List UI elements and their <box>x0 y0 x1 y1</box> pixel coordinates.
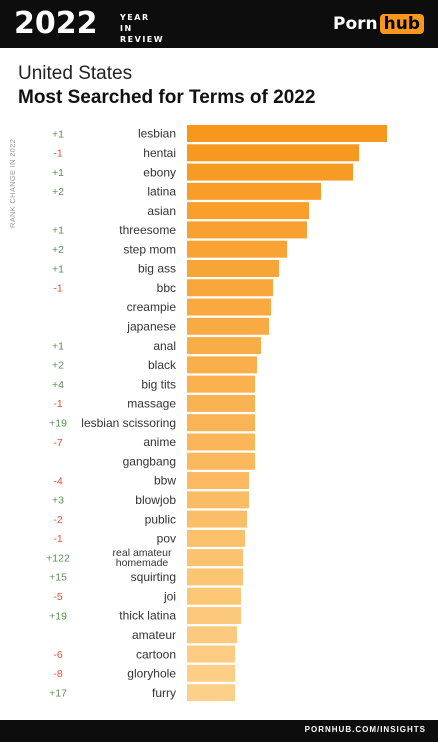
bar-amateur <box>187 626 237 644</box>
bar-hentai <box>187 144 359 162</box>
category-label: gangbang <box>123 454 176 468</box>
rank-change-label: +2 <box>52 360 64 372</box>
category-label: squirting <box>131 570 176 584</box>
rank-change-label: +19 <box>49 418 67 430</box>
bar-anal <box>187 337 261 355</box>
category-label: hentai <box>143 146 176 160</box>
rank-change-label: -8 <box>53 668 62 680</box>
category-label: threesome <box>119 223 176 237</box>
bar-japanese <box>187 317 269 335</box>
category-label: joi <box>163 589 176 603</box>
footer-url: PORNHUB.COM/INSIGHTS <box>304 725 426 734</box>
category-label: furry <box>152 686 176 700</box>
logo-text: Porn <box>333 14 378 34</box>
brand-logo: Porn hub <box>333 12 424 36</box>
bar-real-amateur-homemade <box>187 549 243 567</box>
category-label: bbw <box>154 474 176 488</box>
bar-lesbian <box>187 125 387 142</box>
category-label: amateur <box>132 628 176 642</box>
bar-gangbang <box>187 452 255 470</box>
category-label: japanese <box>126 320 176 334</box>
rank-change-label: +1 <box>52 225 64 237</box>
category-label: blowjob <box>135 493 176 507</box>
bar-big-tits <box>187 375 255 393</box>
category-label: anal <box>153 339 176 353</box>
bar-step-mom <box>187 240 287 258</box>
rank-change-label: -1 <box>53 283 62 295</box>
bar-blowjob <box>187 491 249 509</box>
bar-black <box>187 356 257 374</box>
category-label: gloryhole <box>127 667 176 681</box>
bar-latina <box>187 182 321 200</box>
category-label: big tits <box>141 377 176 391</box>
bar-thick-latina <box>187 607 241 624</box>
bar-anime <box>187 433 255 451</box>
category-label: public <box>145 512 176 526</box>
category-label: latina <box>147 185 176 199</box>
chart-subtitle: United States <box>18 63 133 84</box>
bar-public <box>187 510 247 528</box>
rank-change-label: +2 <box>52 186 64 198</box>
rank-change-label: -1 <box>53 398 62 410</box>
category-label: lesbian <box>138 127 176 141</box>
bar-pov <box>187 529 245 547</box>
rank-change-label: +122 <box>46 552 70 564</box>
year-label: 2022 <box>14 6 98 41</box>
rank-change-label: -7 <box>53 437 62 449</box>
rank-change-label: +19 <box>49 610 67 622</box>
bar-creampie <box>187 298 271 316</box>
bar-massage <box>187 394 255 412</box>
bar-bbw <box>187 472 249 490</box>
bar-gloryhole <box>187 664 235 682</box>
bar-asian <box>187 202 309 220</box>
category-label: lesbian scissoring <box>81 416 176 430</box>
rank-change-label: +4 <box>52 379 64 391</box>
rank-change-label: +1 <box>52 263 64 275</box>
bar-lesbian-scissoring <box>187 414 255 432</box>
rank-change-label: +2 <box>52 244 64 256</box>
category-label: massage <box>127 397 176 411</box>
rank-change-label: -2 <box>53 514 62 526</box>
rank-change-label: +1 <box>52 340 64 352</box>
rank-change-label: +15 <box>49 572 67 584</box>
bar-joi <box>187 587 241 605</box>
rank-change-label: -1 <box>53 533 62 545</box>
category-label: ebony <box>143 165 176 179</box>
category-label: step mom <box>123 242 176 256</box>
rank-change-label: -6 <box>53 649 62 661</box>
rank-change-label: -5 <box>53 591 62 603</box>
bar-threesome <box>187 221 307 239</box>
logo-badge: hub <box>379 14 424 34</box>
bar-big-ass <box>187 259 279 277</box>
bar-furry <box>187 684 235 702</box>
rank-change-label: +1 <box>52 128 64 140</box>
category-label: black <box>148 358 177 372</box>
bar-cartoon <box>187 645 235 663</box>
category-label: asian <box>147 204 176 218</box>
rank-change-label: +1 <box>52 167 64 179</box>
category-label: creampie <box>127 300 177 314</box>
year-in-review-label: YEAR IN REVIEW <box>120 13 165 44</box>
category-label: anime <box>143 435 176 449</box>
bar-squirting <box>187 568 243 586</box>
header-bar: 2022 YEAR IN REVIEW Porn hub <box>0 0 438 48</box>
bar-bbc <box>187 279 273 297</box>
bar-ebony <box>187 163 353 181</box>
footer-bar: PORNHUB.COM/INSIGHTS <box>0 720 438 742</box>
category-label: bbc <box>157 281 176 295</box>
category-label: pov <box>157 532 176 546</box>
chart-title: Most Searched for Terms of 2022 <box>18 87 316 108</box>
category-label: thick latina <box>119 609 176 623</box>
rank-change-label: -4 <box>53 475 62 487</box>
bar-chart: lesbian +1 hentai -1 ebony +1 latina +2 asian thr… <box>46 125 387 702</box>
category-label: big ass <box>138 262 176 276</box>
category-label: real amateur homemade <box>113 547 172 569</box>
rank-change-label: +17 <box>49 687 67 699</box>
rank-change-label: -1 <box>53 148 62 160</box>
category-label: cartoon <box>136 647 176 661</box>
rank-change-label: +3 <box>52 495 64 507</box>
